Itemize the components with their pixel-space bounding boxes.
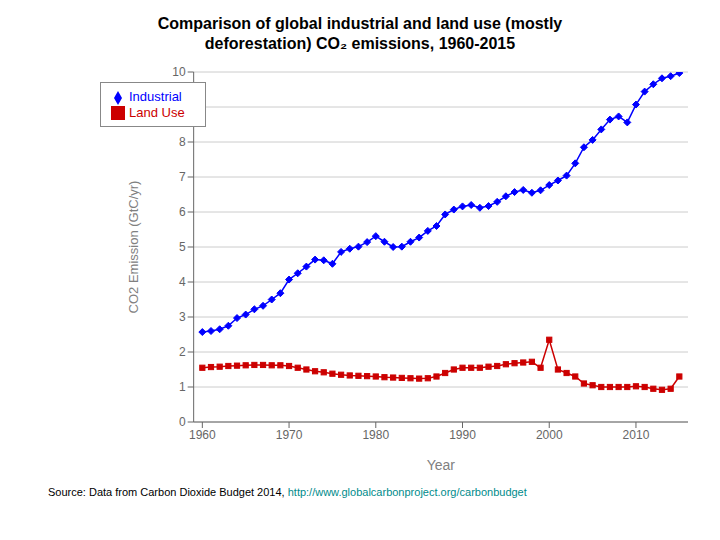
- svg-text:9: 9: [179, 100, 186, 114]
- svg-text:1960: 1960: [189, 428, 216, 442]
- svg-text:2: 2: [179, 345, 186, 359]
- svg-text:2000: 2000: [536, 428, 563, 442]
- svg-text:1: 1: [179, 380, 186, 394]
- svg-text:10: 10: [172, 65, 186, 79]
- svg-text:4: 4: [179, 275, 186, 289]
- svg-text:3: 3: [179, 310, 186, 324]
- svg-text:6: 6: [179, 205, 186, 219]
- svg-text:Year: Year: [427, 457, 456, 473]
- svg-text:CO2 Emission (GtC/yr): CO2 Emission (GtC/yr): [126, 181, 141, 314]
- svg-text:1970: 1970: [276, 428, 303, 442]
- svg-text:1980: 1980: [362, 428, 389, 442]
- svg-text:7: 7: [179, 170, 186, 184]
- svg-text:8: 8: [179, 135, 186, 149]
- svg-text:0: 0: [179, 415, 186, 429]
- svg-text:5: 5: [179, 240, 186, 254]
- svg-text:2010: 2010: [623, 428, 650, 442]
- svg-text:1990: 1990: [449, 428, 476, 442]
